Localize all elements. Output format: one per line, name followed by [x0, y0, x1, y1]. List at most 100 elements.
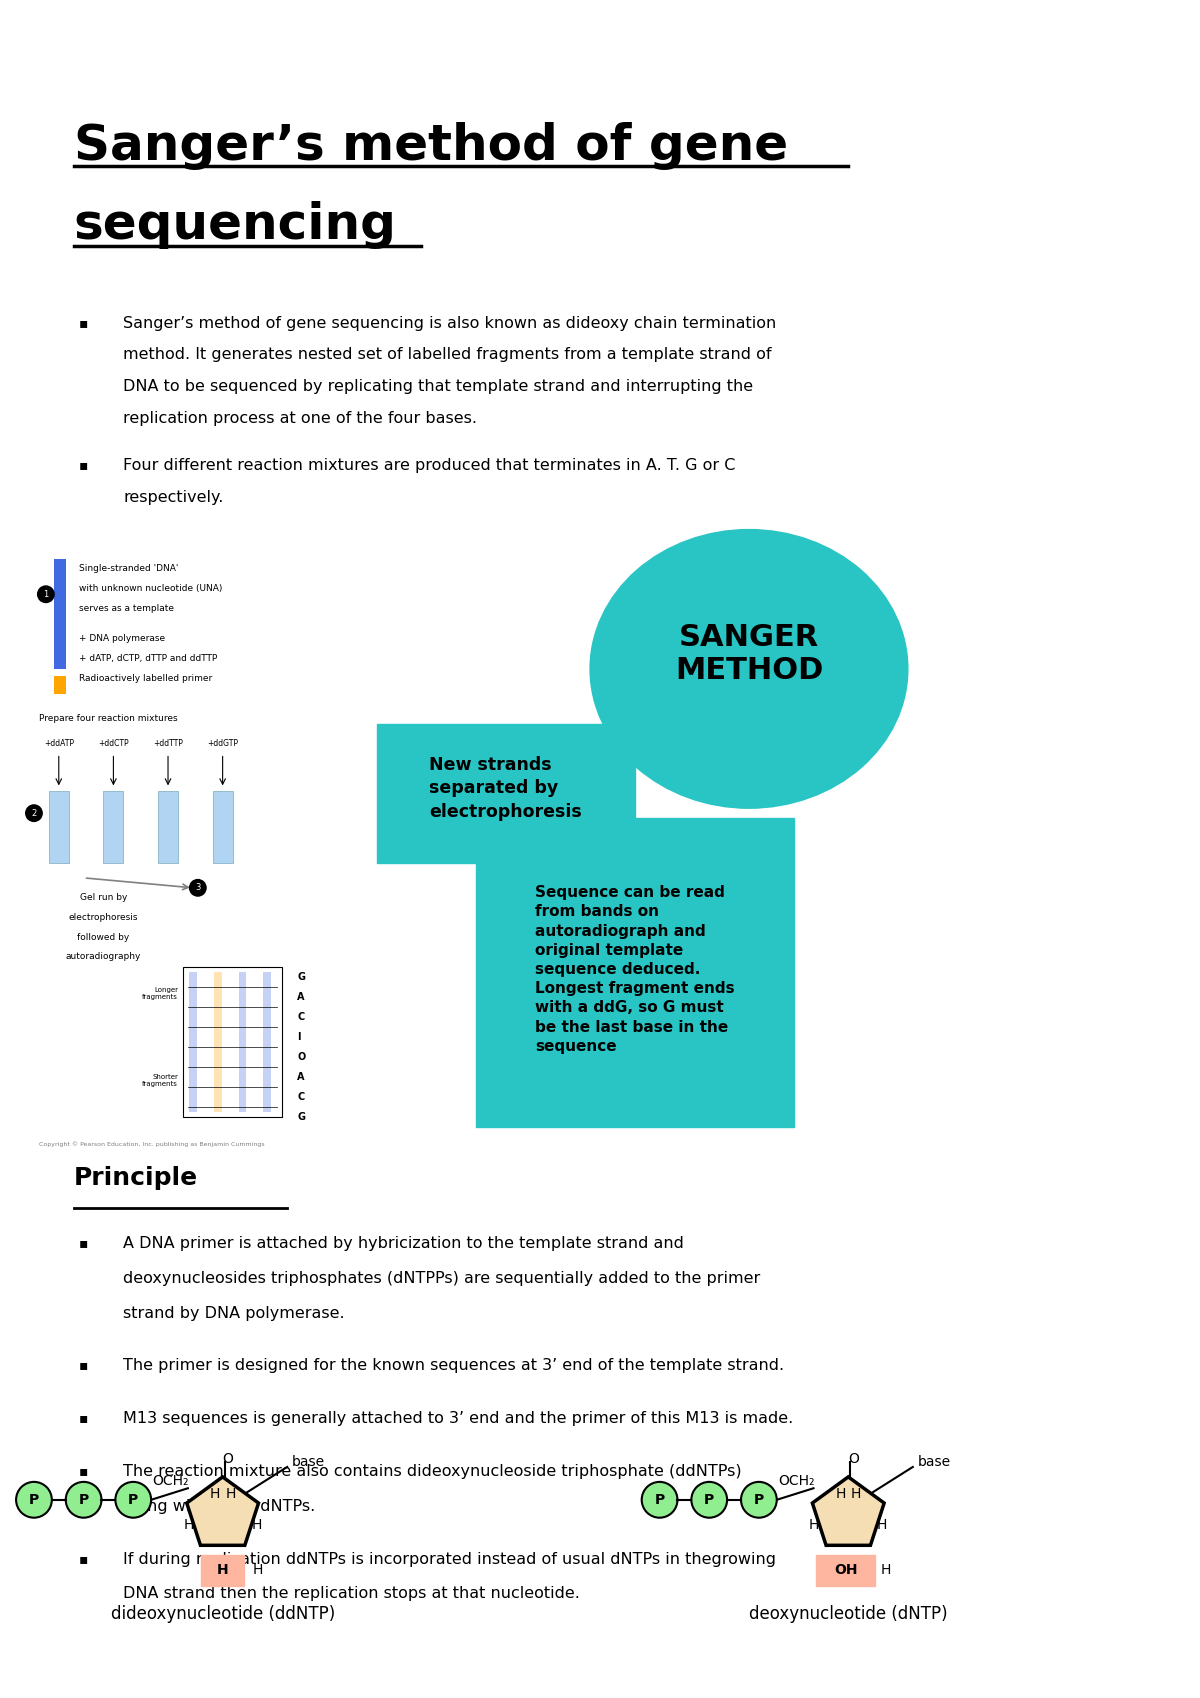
Bar — [212, 791, 233, 863]
Circle shape — [16, 1482, 52, 1518]
Text: deoxynucleotide (dNTP): deoxynucleotide (dNTP) — [749, 1605, 948, 1623]
Bar — [214, 973, 222, 1112]
Text: O: O — [222, 1452, 233, 1465]
Bar — [239, 973, 246, 1112]
Text: P: P — [754, 1493, 764, 1506]
Text: deoxynucleosides triphosphates (dNTPPs) are sequentially added to the primer: deoxynucleosides triphosphates (dNTPPs) … — [124, 1270, 761, 1285]
Text: ▪: ▪ — [79, 458, 88, 472]
FancyBboxPatch shape — [476, 818, 793, 1127]
Text: strand by DNA polymerase.: strand by DNA polymerase. — [124, 1306, 344, 1321]
Circle shape — [66, 1482, 102, 1518]
Bar — [54, 676, 66, 694]
Text: Sanger’s method of gene sequencing is also known as dideoxy chain termination: Sanger’s method of gene sequencing is al… — [124, 316, 776, 331]
Text: Sequence can be read
from bands on
autoradiograph and
original template
sequence: Sequence can be read from bands on autor… — [535, 885, 734, 1054]
Text: Single-stranded 'DNA': Single-stranded 'DNA' — [79, 564, 178, 574]
Text: H: H — [226, 1487, 235, 1501]
Text: ▪: ▪ — [79, 1552, 88, 1566]
Text: H: H — [877, 1518, 888, 1532]
Text: ▪: ▪ — [79, 316, 88, 329]
Text: method. It generates nested set of labelled fragments from a template strand of: method. It generates nested set of label… — [124, 348, 772, 362]
FancyBboxPatch shape — [377, 723, 635, 863]
Text: C: C — [298, 1092, 305, 1102]
FancyBboxPatch shape — [816, 1555, 875, 1586]
Text: Shorter
fragments: Shorter fragments — [142, 1073, 178, 1087]
Text: followed by: followed by — [77, 932, 130, 942]
Text: A: A — [298, 992, 305, 1002]
Text: P: P — [704, 1493, 714, 1506]
Text: +ddATP: +ddATP — [43, 739, 73, 747]
Bar — [103, 791, 124, 863]
Text: H: H — [252, 1564, 263, 1577]
Text: along with usual dNTPs.: along with usual dNTPs. — [124, 1499, 316, 1515]
Ellipse shape — [590, 530, 908, 808]
FancyBboxPatch shape — [200, 1555, 245, 1586]
Text: ▪: ▪ — [79, 1358, 88, 1372]
Circle shape — [642, 1482, 678, 1518]
Text: base: base — [918, 1455, 950, 1469]
Polygon shape — [187, 1477, 258, 1545]
Text: DNA strand then the replication stops at that nucleotide.: DNA strand then the replication stops at… — [124, 1586, 581, 1601]
Text: If during replication ddNTPs is incorporated instead of usual dNTPs in thegrowin: If during replication ddNTPs is incorpor… — [124, 1552, 776, 1567]
Text: Copyright © Pearson Education, Inc. publishing as Benjamin Cummings: Copyright © Pearson Education, Inc. publ… — [38, 1141, 264, 1148]
Text: Longer
fragments: Longer fragments — [142, 987, 178, 1000]
Text: ▪: ▪ — [79, 1411, 88, 1425]
Bar — [158, 791, 178, 863]
Text: DNA to be sequenced by replicating that template strand and interrupting the: DNA to be sequenced by replicating that … — [124, 379, 754, 394]
Text: Prepare four reaction mixtures: Prepare four reaction mixtures — [38, 713, 178, 723]
Text: H: H — [210, 1487, 220, 1501]
Text: autoradiography: autoradiography — [66, 953, 142, 961]
Circle shape — [25, 805, 43, 822]
Text: H: H — [851, 1487, 862, 1501]
Text: ▪: ▪ — [79, 1236, 88, 1250]
Bar — [188, 973, 197, 1112]
Text: Gel run by: Gel run by — [79, 893, 127, 902]
Circle shape — [742, 1482, 776, 1518]
Text: + dATP, dCTP, dTTP and ddTTP: + dATP, dCTP, dTTP and ddTTP — [79, 654, 217, 662]
Text: replication process at one of the four bases.: replication process at one of the four b… — [124, 411, 478, 426]
Bar — [49, 791, 68, 863]
Text: OCH₂: OCH₂ — [779, 1474, 815, 1487]
Text: respectively.: respectively. — [124, 489, 223, 504]
Text: H: H — [835, 1487, 846, 1501]
Text: 2: 2 — [31, 808, 36, 818]
Text: H: H — [184, 1518, 194, 1532]
Text: A DNA primer is attached by hybricization to the template strand and: A DNA primer is attached by hybricizatio… — [124, 1236, 684, 1251]
Text: +ddTTP: +ddTTP — [154, 739, 182, 747]
Text: dideoxynucleotide (ddNTP): dideoxynucleotide (ddNTP) — [110, 1605, 335, 1623]
Text: O: O — [847, 1452, 859, 1465]
Text: Sanger’s method of gene: Sanger’s method of gene — [73, 122, 788, 170]
Bar — [263, 973, 271, 1112]
Text: The primer is designed for the known sequences at 3’ end of the template strand.: The primer is designed for the known seq… — [124, 1358, 785, 1374]
Text: G: G — [298, 1112, 305, 1122]
Text: +ddCTP: +ddCTP — [98, 739, 128, 747]
Text: O: O — [298, 1053, 305, 1061]
Text: Four different reaction mixtures are produced that terminates in A. T. G or C: Four different reaction mixtures are pro… — [124, 458, 736, 474]
Text: H: H — [809, 1518, 820, 1532]
Text: sequencing: sequencing — [73, 200, 397, 250]
Text: OCH₂: OCH₂ — [152, 1474, 190, 1487]
Text: base: base — [292, 1455, 325, 1469]
Circle shape — [37, 586, 55, 603]
Text: C: C — [298, 1012, 305, 1022]
Text: P: P — [654, 1493, 665, 1506]
Text: A: A — [298, 1071, 305, 1082]
Text: H: H — [252, 1518, 262, 1532]
Text: 3: 3 — [196, 883, 200, 893]
Text: ▪: ▪ — [79, 1464, 88, 1477]
Text: with unknown nucleotide (UNA): with unknown nucleotide (UNA) — [79, 584, 222, 593]
Bar — [182, 968, 282, 1117]
Text: New strands
separated by
electrophoresis: New strands separated by electrophoresis — [430, 756, 582, 820]
Text: Principle: Principle — [73, 1167, 198, 1190]
Text: H: H — [881, 1564, 892, 1577]
Text: I: I — [298, 1032, 301, 1043]
Circle shape — [115, 1482, 151, 1518]
Text: +ddGTP: +ddGTP — [208, 739, 238, 747]
Text: P: P — [29, 1493, 40, 1506]
Circle shape — [691, 1482, 727, 1518]
Text: The reaction mixture also contains dideoxynucleoside triphosphate (ddNTPs): The reaction mixture also contains dideo… — [124, 1464, 742, 1479]
Text: SANGER
METHOD: SANGER METHOD — [674, 623, 823, 686]
Text: serves as a template: serves as a template — [79, 604, 174, 613]
Text: G: G — [298, 973, 305, 983]
Text: H: H — [217, 1564, 228, 1577]
Text: P: P — [78, 1493, 89, 1506]
